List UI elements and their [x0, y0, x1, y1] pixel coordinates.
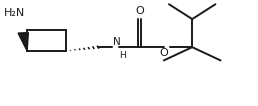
Text: O: O: [135, 6, 144, 16]
Text: H₂N: H₂N: [4, 8, 25, 18]
Text: O: O: [159, 48, 168, 58]
Polygon shape: [18, 33, 28, 51]
Text: N: N: [113, 37, 121, 47]
Text: H: H: [119, 51, 126, 60]
